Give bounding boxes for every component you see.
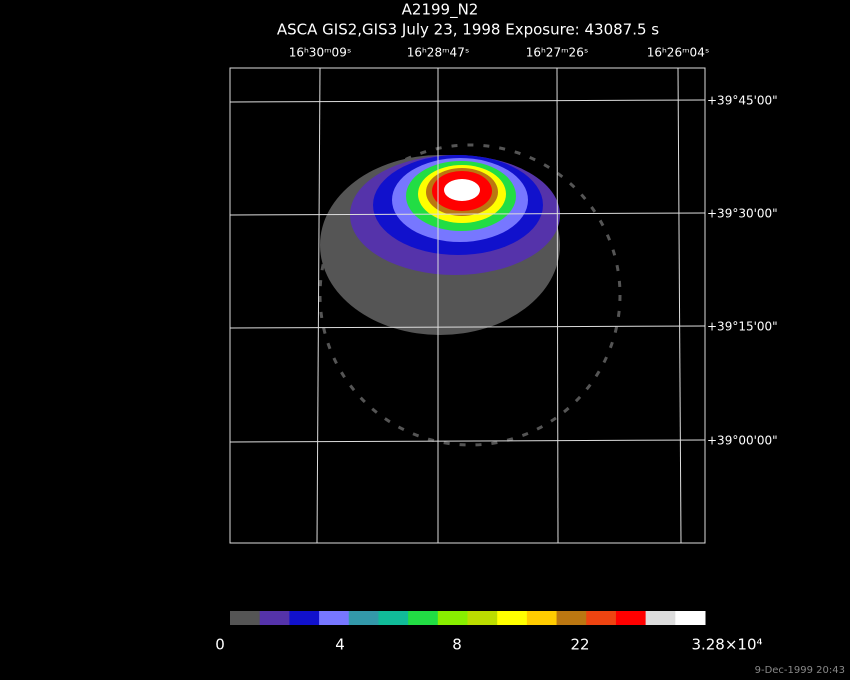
colorbar-segment bbox=[467, 611, 498, 625]
grid bbox=[229, 67, 706, 544]
colorbar-segment bbox=[675, 611, 706, 625]
grid-line bbox=[229, 325, 706, 329]
dec-label: +39°30'00" bbox=[707, 207, 778, 221]
colorbar-segment bbox=[497, 611, 528, 625]
detector-edge bbox=[318, 143, 622, 447]
colorbar-segment bbox=[586, 611, 617, 625]
colorbar-label: 22 bbox=[570, 636, 589, 654]
ra-label: 16ʰ26ᵐ04ˢ bbox=[647, 46, 710, 60]
dec-label: +39°15'00" bbox=[707, 320, 778, 334]
timestamp: 9-Dec-1999 20:43 bbox=[755, 665, 845, 676]
dec-label: +39°45'00" bbox=[707, 94, 778, 108]
colorbar-segment bbox=[378, 611, 409, 625]
colorbar-segment bbox=[437, 611, 468, 625]
colorbar-segment bbox=[526, 611, 558, 625]
grid-line bbox=[229, 439, 706, 443]
grid-line bbox=[677, 67, 682, 544]
colorbar-label: 0 bbox=[215, 636, 225, 654]
colorbar-label: 3.28×10⁴ bbox=[691, 636, 762, 654]
ra-label: 16ʰ30ᵐ09ˢ bbox=[289, 46, 352, 60]
grid-line bbox=[316, 67, 321, 544]
grid-line bbox=[229, 212, 706, 216]
colorbar-label: 4 bbox=[335, 636, 345, 654]
colorbar-segment bbox=[259, 611, 290, 625]
dec-label: +39°00'00" bbox=[707, 434, 778, 448]
colorbar-segment bbox=[408, 611, 439, 625]
axis-labels: 16ʰ30ᵐ09ˢ 16ʰ28ᵐ47ˢ 16ʰ27ᵐ26ˢ 16ʰ26ᵐ04ˢ +39°… bbox=[289, 46, 778, 448]
colorbar-segment bbox=[348, 611, 379, 625]
colorbar-segment bbox=[289, 611, 320, 625]
grid-line bbox=[556, 67, 559, 544]
colorbar-label: 8 bbox=[452, 636, 462, 654]
colorbar-segment bbox=[556, 611, 587, 625]
image bbox=[318, 143, 622, 447]
subtitle: ASCA GIS2,GIS3 July 23, 1998 Exposure: 4… bbox=[277, 21, 659, 39]
colorbar-segment bbox=[615, 611, 647, 625]
title: A2199_N2 bbox=[402, 1, 479, 20]
colorbar-segment bbox=[230, 611, 261, 625]
grid-line bbox=[229, 99, 706, 103]
plot-frame bbox=[229, 67, 706, 544]
colorbar: 0 4 8 22 3.28×10⁴ bbox=[215, 611, 763, 654]
emission-white bbox=[444, 179, 480, 201]
colorbar-segment bbox=[645, 611, 676, 625]
ra-label: 16ʰ28ᵐ47ˢ bbox=[407, 46, 470, 60]
colorbar-segment bbox=[319, 611, 350, 625]
ra-label: 16ʰ27ᵐ26ˢ bbox=[526, 46, 589, 60]
